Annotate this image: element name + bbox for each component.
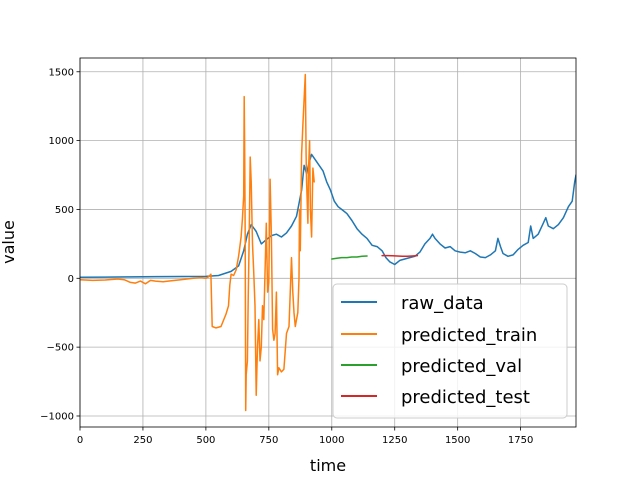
legend-label-raw-data: raw_data bbox=[401, 293, 484, 314]
series-line-raw-data bbox=[80, 153, 576, 278]
series-line-predicted-test bbox=[381, 254, 419, 258]
x-tick-label: 250 bbox=[133, 435, 152, 446]
plot-frame bbox=[79, 57, 577, 428]
ticks: 0 250 500 750 1000 1250 1500 1750 −1000 −500 0 500 1… bbox=[40, 67, 533, 446]
series-line-predicted-val bbox=[331, 255, 368, 260]
y-axis-label: value bbox=[0, 220, 18, 264]
legend: raw_data predicted_train predicted_val p… bbox=[332, 283, 568, 419]
y-tick-label: 0 bbox=[68, 274, 74, 285]
x-tick-label: 750 bbox=[259, 435, 278, 446]
x-tick-label: 0 bbox=[77, 435, 83, 446]
x-tick-label: 500 bbox=[196, 435, 215, 446]
x-tick-label: 1750 bbox=[508, 435, 533, 446]
x-tick-label: 1500 bbox=[445, 435, 470, 446]
x-tick-label: 1000 bbox=[319, 435, 344, 446]
x-tick-label: 1250 bbox=[382, 435, 407, 446]
y-tick-label: 1500 bbox=[49, 67, 74, 78]
legend-label-predicted-val: predicted_val bbox=[401, 356, 522, 377]
legend-label-predicted-test: predicted_test bbox=[401, 387, 530, 408]
x-axis-label: time bbox=[310, 456, 346, 475]
y-tick-label: −1000 bbox=[40, 411, 74, 422]
y-tick-label: −500 bbox=[47, 343, 74, 354]
legend-box bbox=[332, 283, 568, 419]
legend-label-predicted-train: predicted_train bbox=[401, 325, 537, 346]
y-tick-label: 1000 bbox=[49, 136, 74, 147]
series-line-predicted-train bbox=[80, 73, 315, 412]
y-tick-label: 500 bbox=[55, 205, 74, 216]
series-layer bbox=[80, 73, 576, 412]
